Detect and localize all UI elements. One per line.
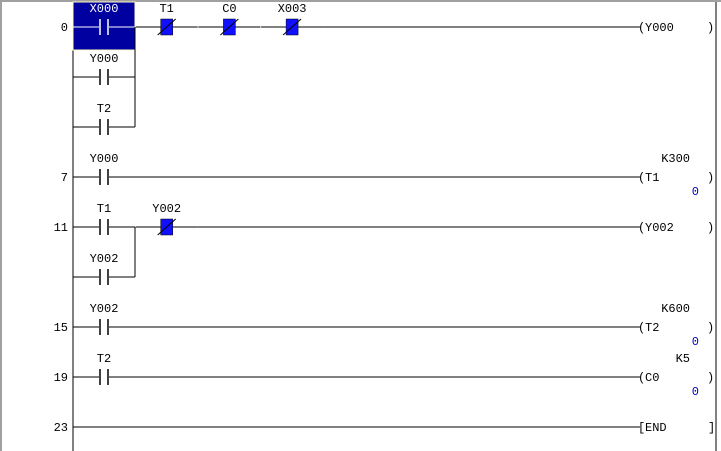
coil-label: END bbox=[645, 421, 667, 435]
device-label: Y000 bbox=[90, 152, 119, 166]
bracket-right: ] bbox=[708, 421, 715, 435]
device-label: X003 bbox=[278, 2, 307, 16]
rung-0[interactable]: 0 X000 T1 C0 X003 () Y000 Y000 T2 bbox=[61, 1, 714, 135]
device-label: C0 bbox=[222, 2, 236, 16]
end-instruction[interactable]: [] END bbox=[638, 421, 715, 435]
step-number: 15 bbox=[54, 321, 68, 335]
coil-y002[interactable]: () Y002 bbox=[638, 221, 714, 235]
contact-slash bbox=[220, 18, 239, 36]
device-label: Y000 bbox=[90, 52, 119, 66]
step-number: 0 bbox=[61, 21, 68, 35]
contact-slash bbox=[157, 218, 177, 236]
window-top-border bbox=[0, 0, 721, 2]
coil-paren-left: ( bbox=[638, 321, 645, 335]
contact-slash bbox=[157, 18, 177, 36]
no-contact-y002[interactable]: Y002 bbox=[73, 302, 135, 335]
coil-paren-left: ( bbox=[638, 371, 645, 385]
device-label: T2 bbox=[97, 102, 111, 116]
rung-19[interactable]: 19 T2 () C0 K5 0 bbox=[54, 352, 715, 399]
bracket-left: [ bbox=[638, 421, 645, 435]
no-contact-y002[interactable]: Y002 bbox=[73, 252, 135, 285]
coil-label: Y002 bbox=[645, 221, 674, 235]
no-contact-t1[interactable]: T1 bbox=[73, 202, 135, 235]
coil-y000[interactable]: () Y000 bbox=[638, 21, 714, 35]
step-number: 19 bbox=[54, 371, 68, 385]
coil-setting: K300 bbox=[661, 152, 690, 166]
coil-setting: K600 bbox=[661, 302, 690, 316]
device-label: X000 bbox=[90, 2, 119, 16]
step-number: 11 bbox=[54, 221, 68, 235]
selection-cursor[interactable] bbox=[72, 1, 136, 51]
coil-paren-right: ) bbox=[707, 371, 714, 385]
rung-23[interactable]: 23 [] END bbox=[54, 421, 716, 435]
contact-slash bbox=[282, 18, 302, 36]
device-label: T1 bbox=[97, 202, 111, 216]
no-contact-y000[interactable]: Y000 bbox=[73, 152, 135, 185]
no-contact-t2[interactable]: T2 bbox=[73, 352, 135, 385]
coil-setting: K5 bbox=[676, 352, 690, 366]
coil-current-value: 0 bbox=[692, 385, 699, 399]
nc-contact-x003[interactable]: X003 bbox=[261, 2, 324, 36]
step-number: 23 bbox=[54, 421, 68, 435]
coil-paren-left: ( bbox=[638, 171, 645, 185]
coil-label: T1 bbox=[645, 171, 659, 185]
device-label: Y002 bbox=[90, 302, 119, 316]
coil-label: C0 bbox=[645, 371, 659, 385]
window-left-border bbox=[0, 0, 2, 451]
coil-c0[interactable]: () C0 K5 0 bbox=[638, 352, 714, 399]
coil-paren-right: ) bbox=[707, 171, 714, 185]
coil-paren-left: ( bbox=[638, 21, 645, 35]
device-label: T1 bbox=[159, 2, 173, 16]
coil-paren-right: ) bbox=[707, 21, 714, 35]
coil-current-value: 0 bbox=[692, 335, 699, 349]
device-label: Y002 bbox=[152, 202, 181, 216]
coil-paren-left: ( bbox=[638, 221, 645, 235]
no-contact-y000[interactable]: Y000 bbox=[73, 52, 135, 85]
no-contact-x000[interactable]: X000 bbox=[72, 1, 136, 51]
coil-paren-right: ) bbox=[707, 321, 714, 335]
nc-contact-t1[interactable]: T1 bbox=[135, 2, 198, 36]
device-label: T2 bbox=[97, 352, 111, 366]
nc-contact-c0[interactable]: C0 bbox=[198, 2, 261, 36]
coil-current-value: 0 bbox=[692, 185, 699, 199]
step-number: 7 bbox=[61, 171, 68, 185]
coil-paren-right: ) bbox=[707, 221, 714, 235]
coil-label: Y000 bbox=[645, 21, 674, 35]
nc-contact-y002[interactable]: Y002 bbox=[135, 202, 198, 236]
coil-label: T2 bbox=[645, 321, 659, 335]
device-label: Y002 bbox=[90, 252, 119, 266]
no-contact-t2[interactable]: T2 bbox=[73, 102, 135, 135]
